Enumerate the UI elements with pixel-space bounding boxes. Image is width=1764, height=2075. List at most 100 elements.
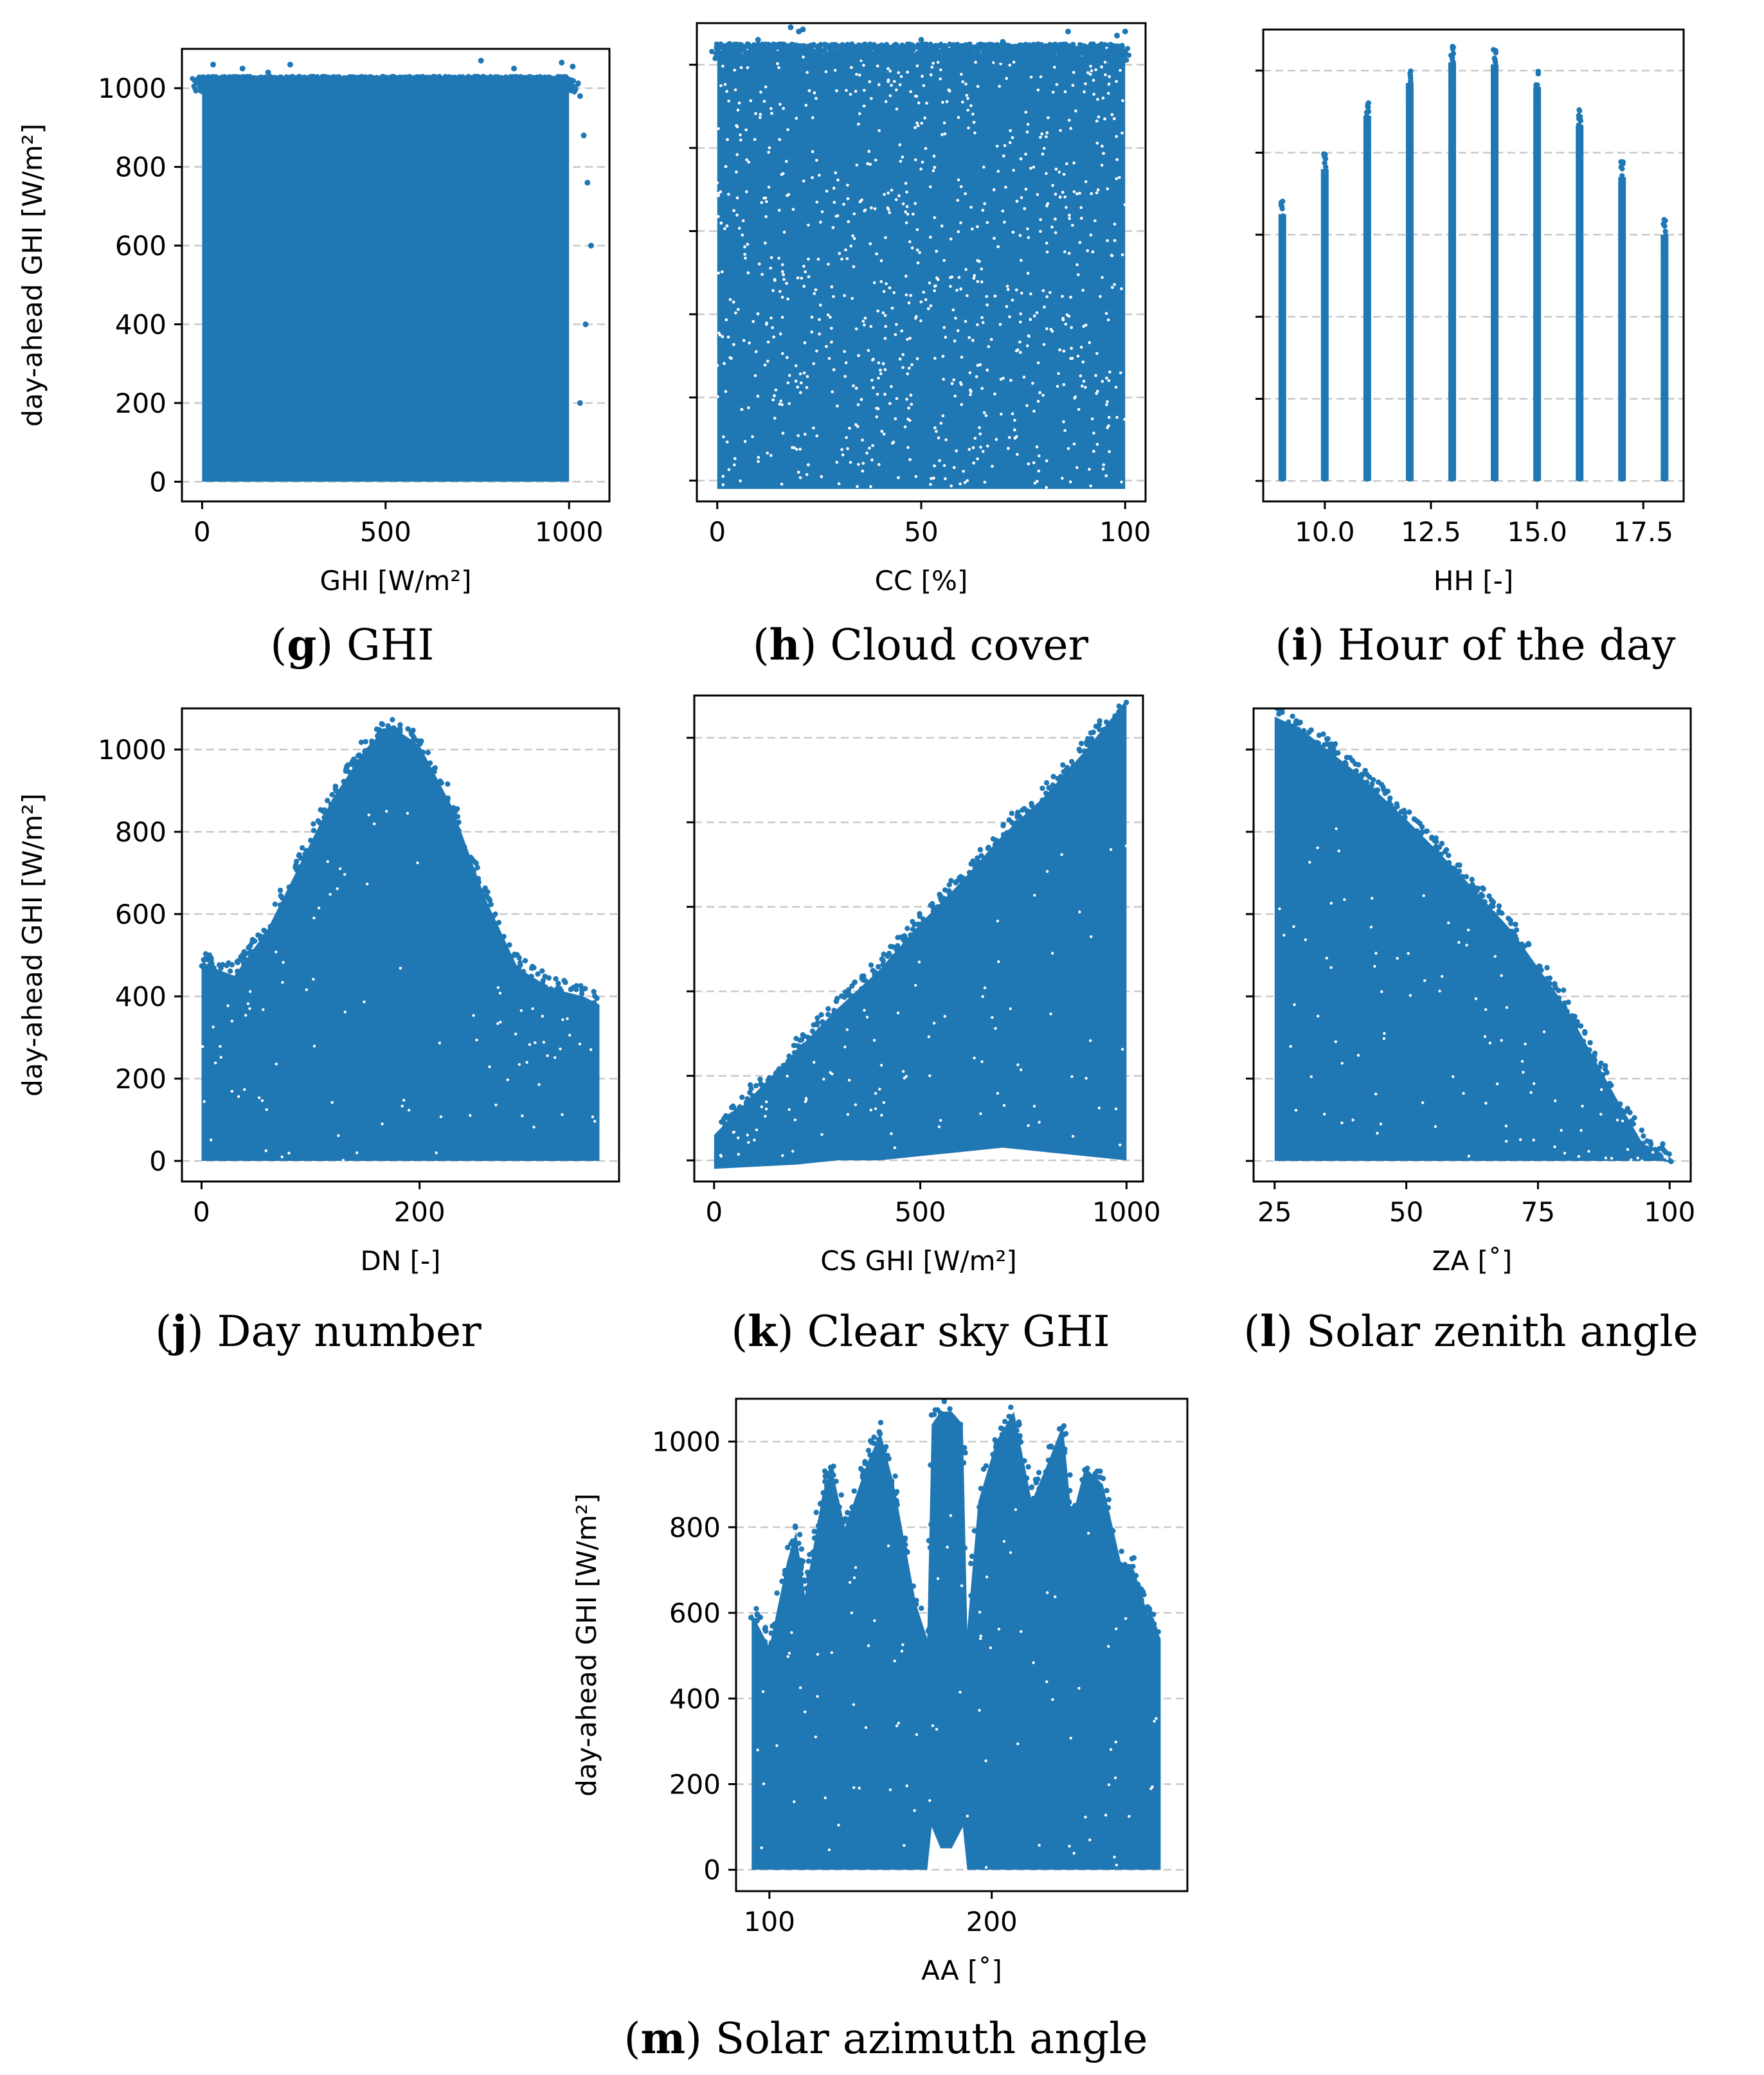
gap	[873, 207, 877, 211]
gap	[780, 263, 784, 267]
gap	[906, 417, 910, 421]
data-point	[713, 51, 719, 57]
gap	[1047, 116, 1050, 120]
data-point	[239, 89, 244, 94]
gap	[854, 423, 858, 426]
gap	[1024, 152, 1027, 156]
data-point	[512, 89, 518, 94]
gap	[924, 147, 928, 150]
gap	[942, 463, 946, 467]
data-point	[382, 79, 388, 85]
gap	[1051, 184, 1054, 187]
gap	[1117, 175, 1121, 179]
gap	[957, 178, 960, 182]
data-point	[193, 88, 199, 94]
gap	[1097, 115, 1101, 119]
gap	[900, 329, 904, 333]
gap	[1033, 481, 1037, 485]
gap	[928, 281, 932, 285]
gap	[1078, 240, 1082, 244]
gap	[877, 376, 880, 380]
gap	[1095, 191, 1099, 195]
gap	[1086, 249, 1090, 253]
gap	[1012, 168, 1015, 172]
gap	[1039, 75, 1043, 78]
gap	[1082, 379, 1086, 383]
gap	[725, 440, 729, 444]
gap	[777, 256, 780, 260]
gap	[768, 146, 771, 150]
gap	[818, 318, 821, 321]
gap	[969, 393, 972, 397]
data-point	[324, 82, 330, 88]
data-point	[408, 89, 413, 95]
gap	[941, 100, 944, 104]
gap	[812, 426, 815, 430]
data-point	[231, 85, 237, 91]
gap	[901, 366, 905, 370]
gap	[762, 100, 766, 103]
gap	[1004, 185, 1007, 189]
gap	[1115, 177, 1119, 181]
gap	[1070, 326, 1074, 329]
gap	[1018, 340, 1022, 344]
data-point	[1122, 55, 1128, 60]
data-point	[401, 87, 407, 93]
gap	[904, 274, 908, 278]
y-tick-label: 0	[149, 466, 166, 498]
gap	[1018, 234, 1022, 237]
gap	[1107, 416, 1111, 419]
gap	[914, 158, 917, 161]
data-point	[287, 61, 293, 67]
gap	[780, 316, 784, 319]
gap	[858, 73, 861, 77]
gap	[895, 323, 898, 327]
gap	[917, 101, 921, 105]
gap	[1011, 298, 1014, 302]
gap	[845, 89, 848, 92]
gap	[1057, 372, 1060, 375]
gap	[1072, 442, 1076, 446]
gap	[908, 240, 912, 244]
gap	[762, 196, 766, 200]
gap	[910, 402, 914, 406]
gap	[1036, 400, 1040, 403]
gap	[1005, 285, 1009, 288]
gap	[1106, 318, 1110, 322]
gap	[852, 237, 856, 240]
gap	[1063, 250, 1066, 253]
gap	[915, 315, 918, 318]
gap	[967, 126, 970, 130]
gap	[906, 372, 910, 375]
gap	[782, 278, 786, 281]
gap	[824, 70, 828, 73]
gap	[825, 190, 829, 193]
gap	[904, 210, 907, 213]
gap	[739, 479, 742, 483]
data-point	[265, 69, 271, 76]
gap	[1076, 354, 1080, 358]
data-point	[431, 74, 437, 80]
gap	[861, 462, 865, 465]
data-point	[358, 89, 364, 95]
data-point	[352, 78, 358, 84]
gap	[1024, 111, 1028, 114]
gap	[976, 457, 979, 461]
gap	[904, 181, 908, 185]
gap	[754, 350, 758, 354]
y-tick-label: 600	[115, 230, 166, 262]
gap	[723, 227, 726, 231]
gap	[777, 208, 781, 212]
data-point	[544, 85, 550, 91]
gap	[741, 219, 745, 222]
data-point	[222, 89, 228, 95]
gap	[956, 199, 960, 202]
gap	[939, 68, 942, 71]
gap	[764, 85, 768, 89]
gap	[906, 445, 910, 449]
gap	[979, 445, 982, 449]
data-point	[856, 42, 861, 48]
gap	[1084, 323, 1088, 327]
gap	[1002, 377, 1005, 380]
gap	[770, 107, 773, 111]
